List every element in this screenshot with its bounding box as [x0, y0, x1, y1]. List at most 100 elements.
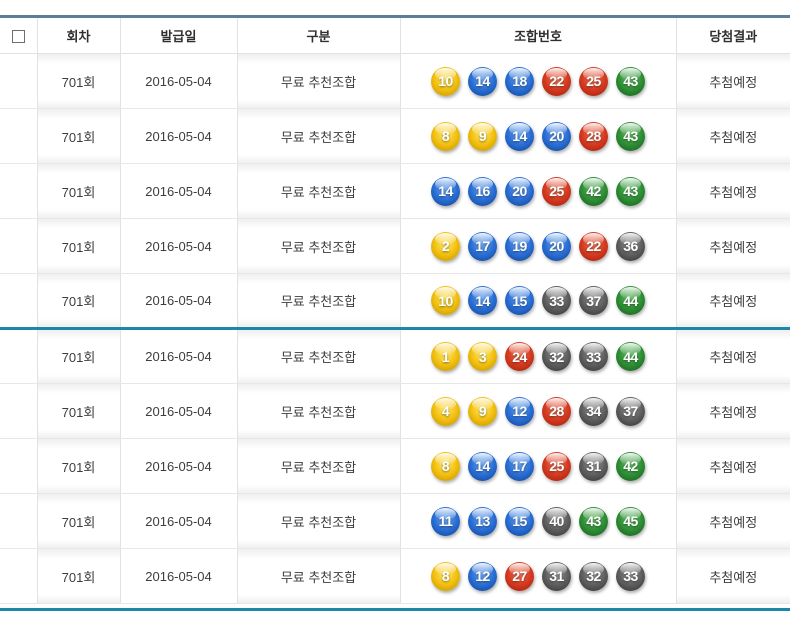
lotto-ball-number: 8 — [441, 128, 450, 144]
lotto-ball-number: 8 — [441, 568, 450, 584]
lotto-ball-number: 25 — [549, 458, 564, 474]
round-cell: 701회 — [36, 273, 120, 330]
lotto-ball: 31 — [542, 561, 571, 591]
type-cell: 무료 추천조합 — [236, 163, 400, 219]
lotto-ball-number: 17 — [512, 458, 527, 474]
row-check-cell — [0, 108, 37, 164]
lotto-ball: 28 — [542, 396, 571, 426]
lotto-ball-number: 15 — [512, 513, 527, 529]
lotto-ball: 34 — [579, 396, 608, 426]
table-row: 701회 2016-05-04 무료 추천조합 8 12 27 31 32 33 추첨예정 — [0, 548, 790, 604]
ball-list: 10 14 15 33 37 44 — [401, 286, 676, 315]
issue-date-cell: 2016-05-04 — [119, 218, 237, 274]
lotto-ball: 16 — [468, 176, 497, 206]
numbers-cell: 14 16 20 25 42 43 — [399, 163, 676, 219]
lotto-ball: 19 — [505, 231, 534, 261]
lotto-ball: 32 — [542, 342, 571, 371]
lotto-ball: 20 — [505, 176, 534, 206]
lotto-ball: 20 — [542, 121, 571, 151]
lotto-ball-number: 3 — [478, 348, 487, 365]
result-cell: 추첨예정 — [675, 218, 790, 274]
issue-date-cell: 2016-05-04 — [119, 548, 237, 604]
type-cell: 무료 추천조합 — [236, 273, 400, 330]
numbers-cell: 10 14 15 33 37 44 — [399, 273, 676, 330]
result-cell: 추첨예정 — [675, 383, 790, 439]
lotto-ball: 14 — [468, 451, 497, 481]
lotto-ball: 37 — [579, 286, 608, 315]
lotto-ball-number: 25 — [586, 73, 601, 89]
lotto-ball-number: 14 — [475, 73, 490, 89]
select-all-cell — [0, 16, 37, 54]
lotto-ball-number: 42 — [623, 458, 638, 474]
lotto-ball-number: 27 — [512, 568, 527, 584]
row-check-cell — [0, 438, 37, 494]
result-cell: 추첨예정 — [675, 53, 790, 109]
lotto-ball-number: 43 — [623, 128, 638, 144]
column-header-round: 회차 — [36, 16, 120, 54]
lotto-ball-number: 43 — [623, 73, 638, 89]
table-header: 회차 발급일 구분 조합번호 당첨결과 — [0, 16, 790, 54]
row-check-cell — [0, 273, 37, 330]
lotto-ball: 14 — [431, 176, 460, 206]
lotto-ball-number: 22 — [586, 238, 601, 254]
lotto-ball: 4 — [431, 396, 460, 426]
lotto-ball-number: 33 — [586, 348, 601, 365]
column-header-numbers: 조합번호 — [399, 16, 676, 54]
lotto-ball-number: 2 — [441, 238, 450, 254]
numbers-cell: 8 12 27 31 32 33 — [399, 548, 676, 604]
result-cell: 추첨예정 — [675, 493, 790, 549]
lotto-ball: 12 — [505, 396, 534, 426]
type-cell: 무료 추천조합 — [236, 218, 400, 274]
lotto-ball: 13 — [468, 506, 497, 536]
lotto-ball: 15 — [505, 286, 534, 315]
lotto-ball-number: 33 — [549, 292, 564, 309]
lotto-ball-number: 11 — [438, 513, 453, 529]
numbers-cell: 8 9 14 20 28 43 — [399, 108, 676, 164]
lotto-ball: 11 — [431, 506, 460, 536]
row-check-cell — [0, 53, 37, 109]
round-cell: 701회 — [36, 163, 120, 219]
lotto-ball-number: 37 — [623, 403, 638, 419]
issue-date-cell: 2016-05-04 — [119, 328, 237, 384]
row-check-cell — [0, 383, 37, 439]
lotto-ball: 37 — [616, 396, 645, 426]
round-cell: 701회 — [36, 383, 120, 439]
lotto-ball-number: 16 — [475, 183, 490, 199]
issue-date-cell: 2016-05-04 — [119, 163, 237, 219]
numbers-cell: 1 3 24 32 33 44 — [399, 328, 676, 384]
lotto-ball-number: 1 — [441, 348, 450, 365]
numbers-cell: 8 14 17 25 31 42 — [399, 438, 676, 494]
lotto-ball: 14 — [468, 286, 497, 315]
lotto-ball: 8 — [431, 121, 460, 151]
lotto-ball-number: 10 — [438, 73, 453, 89]
lotto-ball-number: 28 — [586, 128, 601, 144]
lotto-ball: 28 — [579, 121, 608, 151]
type-cell: 무료 추천조합 — [236, 383, 400, 439]
lotto-ball-number: 9 — [478, 128, 487, 144]
column-header-result: 당첨결과 — [675, 16, 790, 54]
lotto-ball: 17 — [505, 451, 534, 481]
lotto-ball: 22 — [579, 231, 608, 261]
ball-list: 4 9 12 28 34 37 — [401, 396, 676, 426]
table-row: 701회 2016-05-04 무료 추천조합 14 16 20 25 42 43 추첨예… — [0, 163, 790, 219]
lotto-ball: 43 — [616, 121, 645, 151]
result-cell: 추첨예정 — [675, 548, 790, 604]
lotto-ball-number: 14 — [438, 183, 453, 199]
round-cell: 701회 — [36, 328, 120, 384]
lotto-ball-number: 17 — [475, 238, 490, 254]
lotto-ball: 8 — [431, 451, 460, 481]
lotto-ball-number: 37 — [586, 292, 601, 309]
lotto-ball-number: 44 — [623, 348, 638, 365]
lotto-ball: 31 — [579, 451, 608, 481]
table-row: 701회 2016-05-04 무료 추천조합 4 9 12 28 34 37 추첨예정 — [0, 383, 790, 439]
row-check-cell — [0, 218, 37, 274]
lotto-ball-number: 22 — [549, 73, 564, 89]
lotto-ball: 14 — [505, 121, 534, 151]
issue-date-cell: 2016-05-04 — [119, 383, 237, 439]
issue-date-cell: 2016-05-04 — [119, 273, 237, 330]
lotto-ball-number: 20 — [549, 128, 564, 144]
select-all-checkbox[interactable] — [11, 30, 25, 44]
lotto-ball-number: 14 — [512, 128, 527, 144]
lotto-ball: 36 — [616, 231, 645, 261]
lotto-ball: 40 — [542, 506, 571, 536]
